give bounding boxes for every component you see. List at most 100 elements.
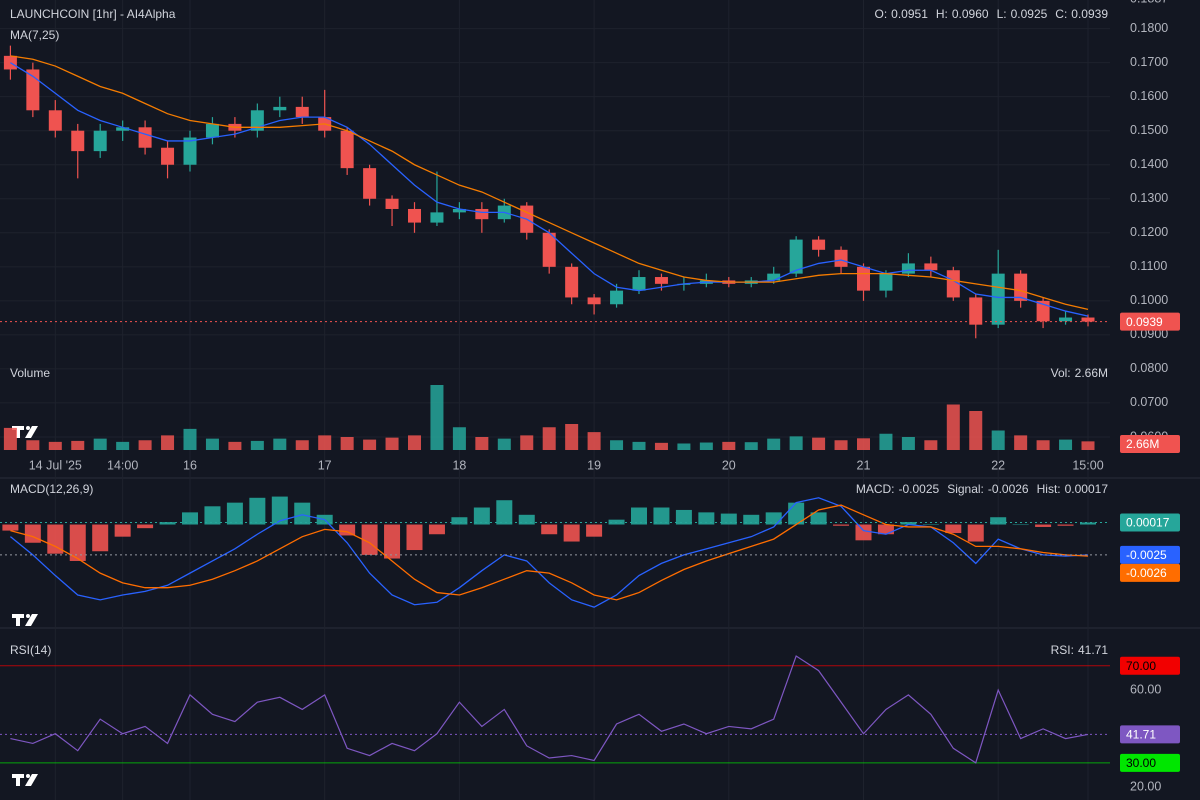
rsi-level-tag: 70.00 — [1126, 659, 1156, 673]
histogram-bar — [496, 500, 513, 525]
candle-body — [879, 273, 893, 291]
signal-tag-bg — [1120, 563, 1180, 582]
histogram-bar — [720, 513, 737, 525]
volume-bar — [879, 433, 893, 450]
volume-bar — [116, 441, 130, 450]
macd-tag: -0.0025 — [1126, 548, 1167, 562]
volume-bar — [924, 440, 938, 450]
candle-body — [452, 208, 466, 213]
histogram-bar — [788, 502, 805, 525]
histogram-bar — [339, 524, 356, 536]
volume-bar — [138, 440, 152, 450]
signal-tag: -0.0026 — [1126, 566, 1167, 580]
y-tick-label: 60.00 — [1130, 682, 1161, 696]
histogram-bar — [653, 507, 670, 525]
candle-body — [430, 212, 444, 223]
x-tick-label: 17 — [318, 458, 332, 472]
ma-label: MA(7,25) — [10, 28, 59, 42]
y-tick-label: 0.1500 — [1130, 123, 1168, 137]
candle-body — [969, 297, 983, 325]
histogram-bar — [1035, 524, 1052, 527]
candle-body — [857, 266, 870, 291]
candle-body — [565, 266, 579, 298]
candle-body — [654, 277, 668, 284]
histogram-bar — [833, 524, 850, 526]
candle-body — [26, 69, 40, 111]
x-tick-label: 20 — [722, 458, 736, 472]
grid-layer — [0, 0, 1110, 800]
candle-body — [789, 239, 803, 274]
y-tick-label: 20.00 — [1130, 779, 1161, 793]
y-tick-label: 0.1200 — [1130, 225, 1168, 239]
volume-bar — [789, 436, 803, 450]
volume-bar — [430, 385, 444, 450]
histogram-bar — [698, 512, 715, 525]
ohlc-header-part: L: — [997, 7, 1007, 21]
histogram-bar — [204, 506, 221, 525]
histogram-bar — [563, 524, 580, 542]
macd-header-part: -0.0025 — [899, 482, 940, 496]
histogram-bar — [428, 524, 445, 535]
histogram-bar — [922, 524, 939, 526]
histogram-bar — [182, 512, 198, 525]
histogram-bar — [47, 524, 64, 554]
ohlc-header-part: O: — [875, 7, 888, 21]
volume-bar — [318, 435, 332, 450]
volume-bar — [901, 437, 915, 450]
volume-bar — [363, 439, 377, 450]
candle-body — [205, 123, 219, 138]
volume-bar — [3, 427, 17, 450]
rsi-level-tag-bg — [1120, 753, 1180, 772]
ohlc-header-part: 0.0925 — [1011, 7, 1048, 21]
volume-bar — [161, 435, 175, 450]
volume-bar — [205, 438, 219, 450]
volume-bar — [385, 437, 399, 450]
volume-bar — [340, 437, 354, 450]
volume-tag-bg — [1120, 435, 1180, 453]
macd-line — [9, 497, 1089, 608]
volume-bar — [565, 424, 579, 450]
candle-body — [295, 106, 309, 118]
candle-body — [767, 273, 781, 281]
candle-body — [632, 277, 646, 291]
volume-bar — [273, 438, 287, 450]
candle-body — [812, 239, 826, 250]
volume-bar — [722, 441, 736, 450]
histogram-bar — [2, 524, 19, 531]
volume-bar — [1014, 435, 1028, 450]
macd-tag-bg — [1120, 545, 1180, 564]
histogram-bar — [114, 524, 131, 537]
macd-header-part: Signal: — [947, 482, 984, 496]
y-tick-label: 0.0700 — [1130, 395, 1168, 409]
logo — [12, 614, 38, 626]
logo — [12, 774, 38, 786]
volume-bar — [1081, 441, 1095, 450]
candle-body — [1059, 317, 1073, 322]
y-tick-label: 0.1400 — [1130, 157, 1168, 171]
ohlc-header-part: 0.0939 — [1071, 7, 1108, 21]
candle-body — [991, 273, 1005, 325]
volume-bar — [497, 438, 511, 450]
candle-body — [250, 110, 264, 131]
candle-body — [116, 127, 130, 131]
volume-bar — [654, 442, 668, 450]
candle-body — [946, 270, 960, 298]
candle-body — [475, 208, 489, 220]
histogram-bar — [361, 524, 378, 555]
histogram-bar — [249, 497, 266, 525]
histogram-bar — [451, 517, 468, 525]
histogram-bar — [877, 524, 894, 535]
y-tick-label: 0.0800 — [1130, 361, 1168, 375]
candle-body — [408, 208, 421, 223]
ohlc-header-part: H: — [936, 7, 948, 21]
logo — [12, 426, 38, 438]
chart-title: LAUNCHCOIN [1hr] - AI4Alpha — [10, 7, 176, 21]
x-tick-label: 15:00 — [1072, 458, 1103, 472]
histogram-bar — [137, 524, 154, 529]
moving-average-line — [10, 55, 1089, 310]
volume-bar — [632, 441, 646, 450]
histogram-bar — [294, 502, 311, 525]
volume-bar — [767, 438, 781, 450]
volume-bar — [452, 427, 466, 450]
